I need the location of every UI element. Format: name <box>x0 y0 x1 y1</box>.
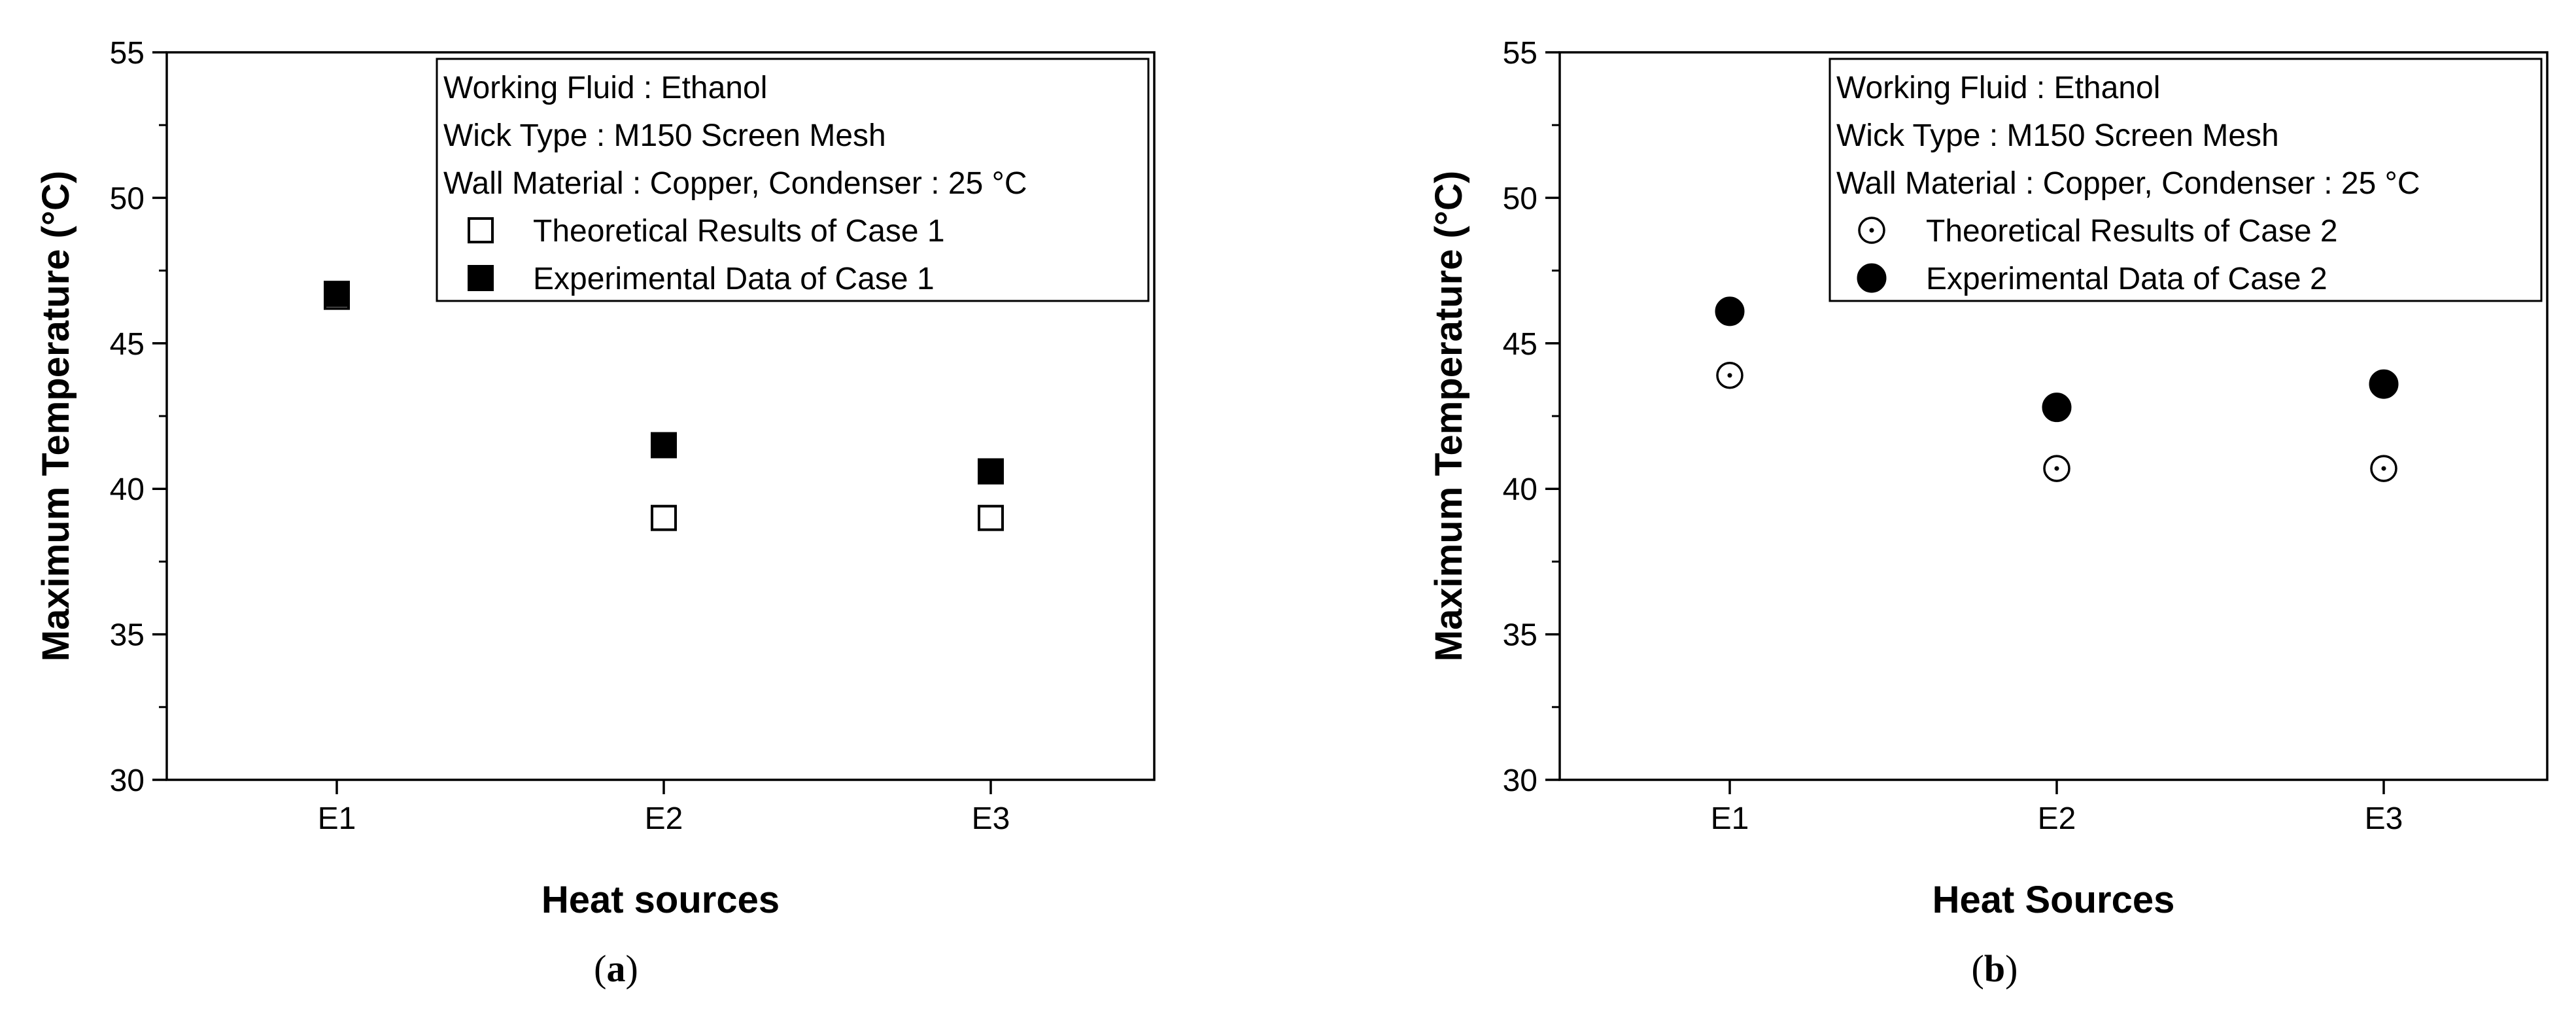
x-tick-label: E2 <box>2038 801 2076 836</box>
x-tick-label: E3 <box>2365 801 2403 836</box>
y-tick-label: 50 <box>110 181 145 216</box>
panel-letter: b <box>1984 947 2005 990</box>
legend-info-line: Wall Material : Copper, Condenser : 25 °… <box>1836 166 2420 201</box>
legend-marker <box>1858 217 1885 244</box>
y-tick-label: 55 <box>1503 36 1537 71</box>
chart-panel-b: 30 35 40 45 50 55 E1 E2 E3 Heat Sources Maximum Te… <box>1428 36 2549 990</box>
x-tick-label: E2 <box>645 801 683 836</box>
legend-box <box>1829 58 2543 302</box>
marker-center-dot <box>1869 228 1874 233</box>
data-point <box>2370 455 2397 482</box>
y-tick-label: 30 <box>110 763 145 798</box>
y-tick-label: 45 <box>1503 327 1537 362</box>
y-axis-title: Maximum Temperature (°C) <box>35 171 77 662</box>
y-axis-title: Maximum Temperature (°C) <box>1428 171 1470 662</box>
data-point <box>978 458 1004 485</box>
y-tick-label: 40 <box>1503 472 1537 507</box>
y-tick-label: 35 <box>110 618 145 653</box>
y-tick-label: 45 <box>110 327 145 362</box>
data-point <box>324 281 350 307</box>
data-point <box>2043 455 2070 482</box>
y-tick-label: 30 <box>1503 763 1537 798</box>
legend-info-line: Wick Type : M150 Screen Mesh <box>443 118 886 153</box>
legend: Working Fluid : Ethanol Wick Type : M150 … <box>436 58 1150 302</box>
x-axis-title: Heat sources <box>541 879 780 921</box>
series-1 <box>1716 361 2397 482</box>
x-tick-label: E1 <box>318 801 356 836</box>
legend-series-label: Theoretical Results of Case 1 <box>533 214 945 249</box>
y-tick-label: 40 <box>110 472 145 507</box>
x-tick-label: E3 <box>972 801 1010 836</box>
series-2 <box>324 281 1004 485</box>
marker-center-dot <box>2054 466 2059 471</box>
legend-info-line: Working Fluid : Ethanol <box>1836 71 2160 105</box>
legend-series-label: Experimental Data of Case 1 <box>533 262 935 296</box>
legend-marker <box>1857 263 1887 293</box>
y-tick-label: 55 <box>110 36 145 71</box>
panel-letter: a <box>607 947 626 990</box>
legend-info-line: Wick Type : M150 Screen Mesh <box>1836 118 2279 153</box>
x-axis-title: Heat Sources <box>1932 879 2175 921</box>
data-point <box>2369 369 2399 399</box>
panel-label: (a) <box>594 947 638 990</box>
data-point <box>1715 296 1745 326</box>
series-2 <box>1715 296 2399 423</box>
legend-marker <box>468 265 494 291</box>
y-tick-label: 50 <box>1503 181 1537 216</box>
legend-series-label: Experimental Data of Case 2 <box>1926 262 2327 296</box>
chart-panel-a: 30 35 40 45 50 55 E1 E2 E3 Heat sources Maximum Te… <box>35 36 1156 990</box>
data-point <box>978 504 1004 531</box>
y-tick-label: 35 <box>1503 618 1537 653</box>
data-point <box>651 432 677 459</box>
legend-marker <box>468 217 494 243</box>
data-point <box>1716 361 1743 389</box>
panel-label: (b) <box>1972 947 2018 990</box>
x-tick-label: E1 <box>1711 801 1749 836</box>
marker-center-dot <box>2381 466 2386 471</box>
legend-info-line: Working Fluid : Ethanol <box>443 71 767 105</box>
legend-box <box>436 58 1150 302</box>
legend: Working Fluid : Ethanol Wick Type : M150 … <box>1829 58 2543 302</box>
data-point <box>651 504 677 531</box>
marker-center-dot <box>1727 373 1732 378</box>
data-point <box>2042 393 2072 423</box>
legend-info-line: Wall Material : Copper, Condenser : 25 °… <box>443 166 1027 201</box>
series-1 <box>324 283 1004 531</box>
legend-series-label: Theoretical Results of Case 2 <box>1926 214 2338 249</box>
